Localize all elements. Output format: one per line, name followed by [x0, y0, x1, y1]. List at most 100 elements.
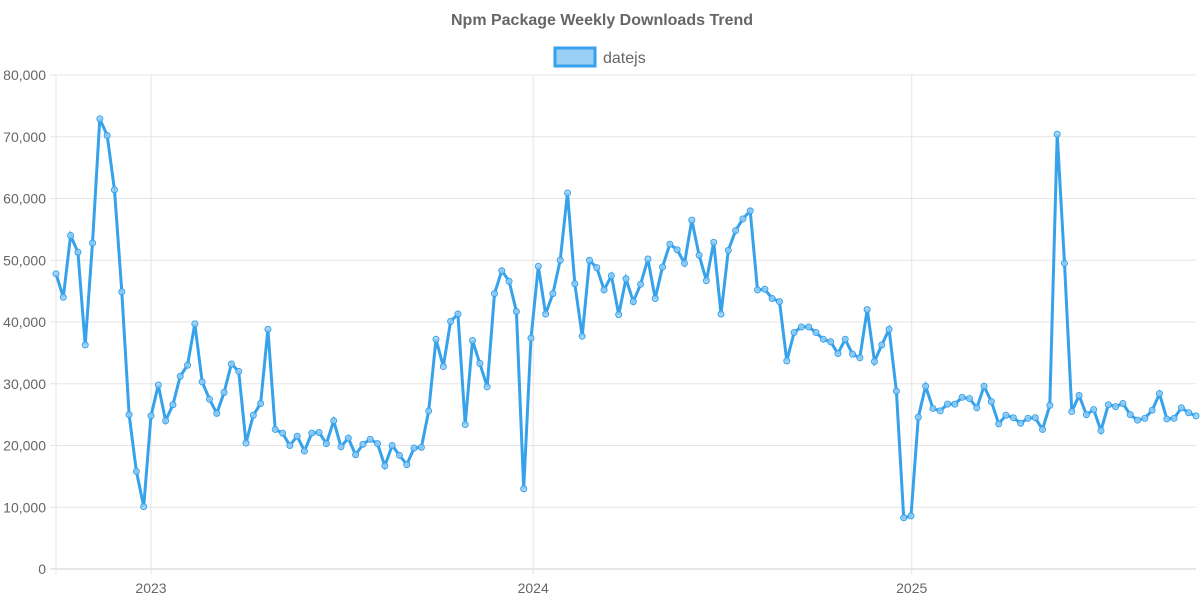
- data-point[interactable]: [213, 409, 221, 417]
- data-point[interactable]: [680, 259, 688, 267]
- data-point[interactable]: [403, 461, 411, 469]
- data-point[interactable]: [951, 400, 959, 408]
- data-point[interactable]: [724, 246, 732, 254]
- data-point[interactable]: [176, 372, 184, 380]
- data-point[interactable]: [1082, 411, 1090, 419]
- data-point[interactable]: [1134, 416, 1142, 424]
- data-point[interactable]: [922, 382, 930, 390]
- data-point[interactable]: [593, 264, 601, 272]
- data-point[interactable]: [1104, 401, 1112, 409]
- data-point[interactable]: [469, 337, 477, 345]
- data-point[interactable]: [454, 310, 462, 318]
- data-point[interactable]: [1170, 414, 1178, 422]
- data-point[interactable]: [549, 290, 557, 298]
- data-point[interactable]: [59, 293, 67, 301]
- data-point[interactable]: [885, 325, 893, 333]
- data-point[interactable]: [914, 413, 922, 421]
- data-point[interactable]: [227, 360, 235, 368]
- data-point[interactable]: [827, 338, 835, 346]
- data-point[interactable]: [395, 451, 403, 459]
- data-point[interactable]: [140, 503, 148, 511]
- data-point[interactable]: [1024, 414, 1032, 422]
- data-point[interactable]: [534, 262, 542, 270]
- data-point[interactable]: [330, 417, 338, 425]
- data-point[interactable]: [717, 310, 725, 318]
- data-point[interactable]: [644, 255, 652, 263]
- data-point[interactable]: [673, 246, 681, 254]
- data-point[interactable]: [388, 442, 396, 449]
- data-point[interactable]: [322, 440, 330, 448]
- data-point[interactable]: [374, 440, 382, 448]
- data-point[interactable]: [607, 272, 615, 280]
- data-point[interactable]: [1060, 259, 1068, 267]
- data-point[interactable]: [235, 367, 243, 375]
- data-point[interactable]: [103, 132, 111, 140]
- data-point[interactable]: [1046, 401, 1054, 409]
- data-point[interactable]: [746, 207, 754, 215]
- data-point[interactable]: [1068, 408, 1076, 416]
- data-point[interactable]: [564, 189, 572, 197]
- data-point[interactable]: [110, 186, 118, 194]
- data-point[interactable]: [797, 323, 805, 331]
- data-point[interactable]: [476, 359, 484, 367]
- data-point[interactable]: [790, 328, 798, 336]
- data-point[interactable]: [834, 349, 842, 357]
- data-point[interactable]: [637, 280, 645, 288]
- data-point[interactable]: [74, 248, 82, 256]
- data-point[interactable]: [1177, 404, 1185, 412]
- data-point[interactable]: [995, 420, 1003, 428]
- data-point[interactable]: [849, 350, 857, 358]
- data-point[interactable]: [147, 412, 155, 420]
- data-point[interactable]: [439, 362, 447, 370]
- data-point[interactable]: [366, 435, 374, 443]
- data-point[interactable]: [1185, 409, 1193, 417]
- data-point[interactable]: [965, 395, 973, 403]
- data-point[interactable]: [205, 395, 213, 403]
- data-point[interactable]: [907, 512, 915, 520]
- data-point[interactable]: [490, 290, 498, 298]
- data-point[interactable]: [1009, 414, 1017, 422]
- data-point[interactable]: [271, 425, 279, 433]
- data-point[interactable]: [754, 286, 762, 294]
- data-point[interactable]: [892, 387, 900, 395]
- data-point[interactable]: [410, 444, 418, 452]
- data-point[interactable]: [841, 335, 849, 343]
- data-point[interactable]: [980, 382, 988, 390]
- data-point[interactable]: [1039, 425, 1047, 433]
- legend[interactable]: datejs: [553, 46, 646, 68]
- data-point[interactable]: [498, 267, 506, 275]
- data-point[interactable]: [702, 277, 710, 285]
- data-point[interactable]: [337, 443, 345, 451]
- data-point[interactable]: [900, 514, 908, 522]
- data-point[interactable]: [805, 323, 813, 331]
- data-point[interactable]: [352, 451, 360, 459]
- data-point[interactable]: [695, 251, 703, 259]
- data-point[interactable]: [651, 295, 659, 303]
- data-point[interactable]: [659, 263, 667, 271]
- data-point[interactable]: [89, 239, 97, 247]
- data-point[interactable]: [600, 286, 608, 294]
- data-point[interactable]: [783, 357, 791, 365]
- data-point[interactable]: [249, 411, 257, 419]
- data-point[interactable]: [169, 401, 177, 409]
- data-point[interactable]: [162, 417, 170, 425]
- data-point[interactable]: [622, 275, 630, 283]
- data-point[interactable]: [184, 361, 192, 369]
- data-point[interactable]: [856, 354, 864, 362]
- data-point[interactable]: [118, 288, 126, 296]
- data-point[interactable]: [527, 334, 535, 342]
- data-point[interactable]: [257, 400, 265, 408]
- data-point[interactable]: [1141, 414, 1149, 422]
- data-point[interactable]: [936, 407, 944, 415]
- data-point[interactable]: [1002, 411, 1010, 419]
- data-point[interactable]: [1192, 412, 1200, 420]
- data-point[interactable]: [1090, 406, 1098, 414]
- data-point[interactable]: [1017, 419, 1025, 427]
- data-point[interactable]: [1148, 406, 1156, 414]
- data-point[interactable]: [944, 400, 952, 408]
- data-point[interactable]: [819, 335, 827, 343]
- data-point[interactable]: [973, 404, 981, 412]
- data-point[interactable]: [132, 467, 140, 475]
- data-point[interactable]: [929, 404, 937, 412]
- data-point[interactable]: [52, 270, 60, 278]
